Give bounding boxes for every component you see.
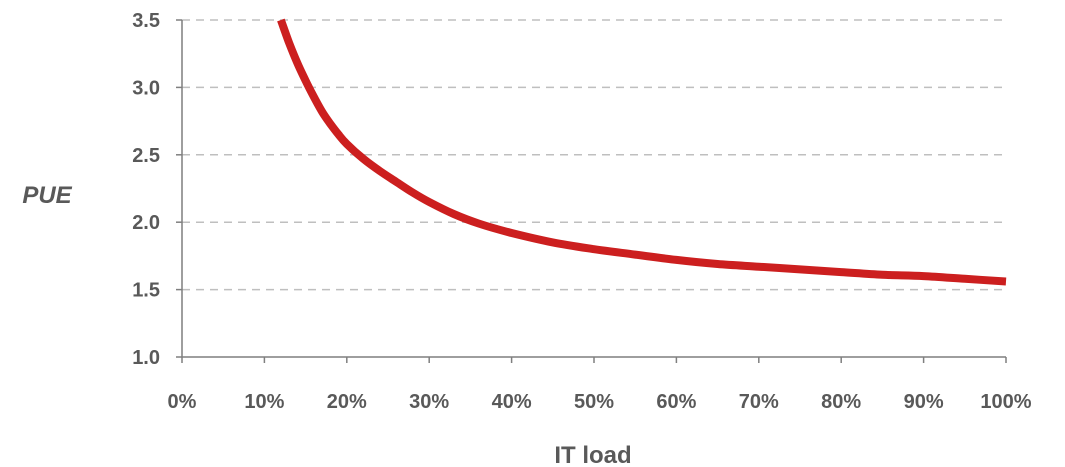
grid-lines (182, 19, 1006, 291)
x-tick-label: 50% (574, 391, 614, 413)
y-tick-label: 1.0 (132, 347, 160, 369)
y-ticks: 1.0 1.5 2.0 2.5 3.0 3.5 (132, 10, 182, 369)
x-tick-label: 40% (492, 391, 532, 413)
series-line (277, 18, 1007, 286)
x-tick-label: 0% (168, 391, 197, 413)
x-tick-label: 20% (327, 391, 367, 413)
x-tick-label: 100% (980, 391, 1031, 413)
x-tick-label: 70% (739, 391, 779, 413)
x-tick-label: 30% (409, 391, 449, 413)
x-tick-label: 80% (821, 391, 861, 413)
y-tick-label: 3.0 (132, 77, 160, 99)
x-tick-label: 90% (904, 391, 944, 413)
y-tick-label: 2.5 (132, 145, 160, 167)
y-axis-title: PUE (22, 182, 72, 209)
axes (181, 20, 1006, 358)
y-tick-label: 2.0 (132, 212, 160, 234)
y-tick-label: 1.5 (132, 280, 160, 302)
x-tick-label: 60% (656, 391, 696, 413)
x-tick-label: 10% (244, 391, 284, 413)
series-group (277, 18, 1007, 286)
x-ticks: 0% 10% 20% 30% 40% 50% 60% 70% 80% 90% 100% (168, 357, 1032, 413)
x-axis-title: IT load (554, 442, 631, 467)
y-tick-label: 3.5 (132, 10, 160, 32)
